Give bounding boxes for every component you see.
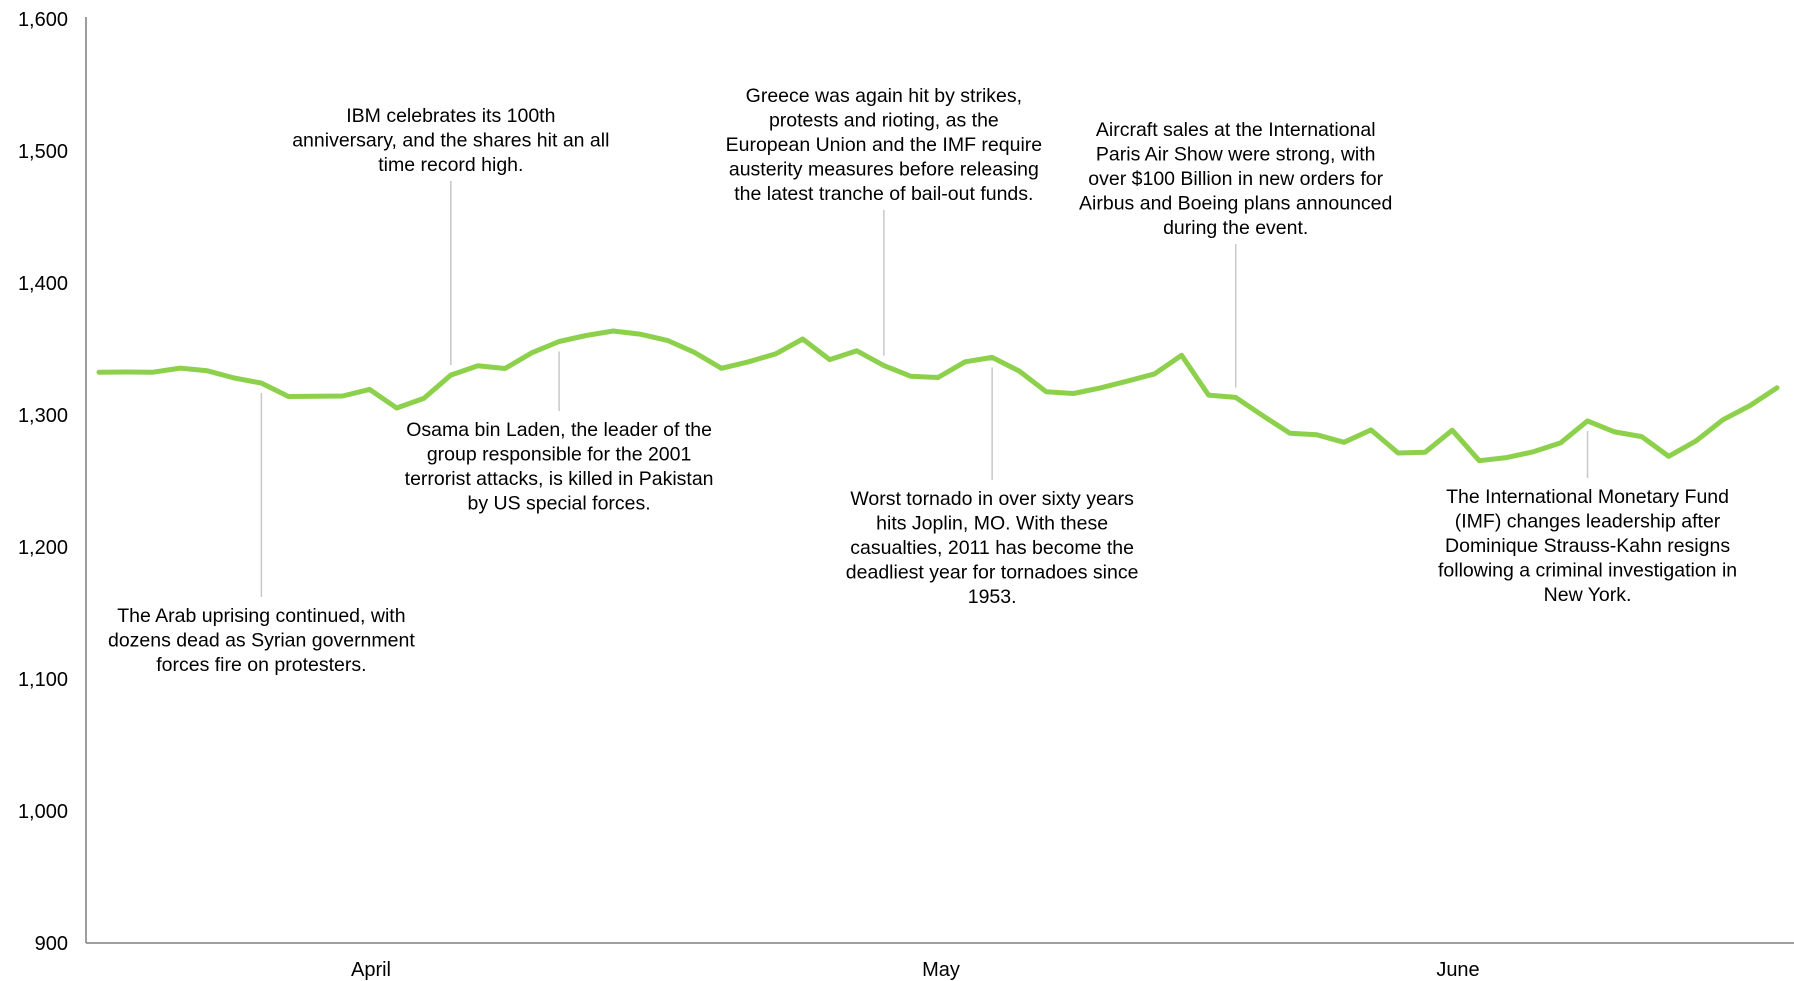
annotation-line: Dominique Strauss-Kahn resigns xyxy=(1445,535,1730,557)
annotation-line: (IMF) changes leadership after xyxy=(1455,511,1721,533)
y-tick-label: 1,300 xyxy=(18,405,68,427)
series-line xyxy=(96,328,1780,464)
annotation-line: IBM celebrates its 100th xyxy=(346,105,555,127)
annotation-line: Paris Air Show were strong, with xyxy=(1096,144,1376,166)
annotation-line: 1953. xyxy=(968,586,1017,608)
annotation-label: The Arab uprising continued, with dozens … xyxy=(108,605,415,676)
y-tick-label: 900 xyxy=(35,933,68,955)
x-tick-labels: April May June xyxy=(351,959,1480,981)
annotations: The Arab uprising continued, with dozens … xyxy=(108,85,1737,676)
x-tick-label-may: May xyxy=(922,959,960,981)
y-tick-label: 1,100 xyxy=(18,669,68,691)
annotation-label: Osama bin Laden, the leader of the group … xyxy=(405,419,714,515)
annotation-label: Greece was again hit by strikes, protests… xyxy=(726,85,1043,205)
x-tick-label-june: June xyxy=(1436,959,1479,981)
annotation-line: over $100 Billion in new orders for xyxy=(1088,168,1383,190)
annotation-line: during the event. xyxy=(1163,217,1308,239)
annotation-line: Greece was again hit by strikes, xyxy=(746,85,1022,107)
annotation-line: the latest tranche of bail-out funds. xyxy=(734,183,1033,205)
annotation-line: Airbus and Boeing plans announced xyxy=(1079,193,1392,215)
x-tick-label-april: April xyxy=(351,959,391,981)
annotation-label: The International Monetary Fund (IMF) cha… xyxy=(1438,486,1737,606)
y-tick-label: 1,400 xyxy=(18,273,68,295)
y-tick-label: 1,600 xyxy=(18,9,68,31)
annotation-line: dozens dead as Syrian government xyxy=(108,630,415,652)
annotation-line: terrorist attacks, is killed in Pakistan xyxy=(405,468,714,490)
annotation-line: casualties, 2011 has become the xyxy=(850,537,1134,559)
annotation-line: by US special forces. xyxy=(468,493,651,515)
annotation-line: austerity measures before releasing xyxy=(729,159,1039,181)
annotation-line: forces fire on protesters. xyxy=(156,654,366,676)
y-tick-label: 1,500 xyxy=(18,141,68,163)
annotation-line: deadliest year for tornadoes since xyxy=(846,562,1139,584)
annotation-line: hits Joplin, MO. With these xyxy=(876,513,1108,535)
annotation-line: group responsible for the 2001 xyxy=(427,444,692,466)
y-tick-label: 1,200 xyxy=(18,537,68,559)
y-tick-labels: 1,600 1,500 1,400 1,300 1,200 1,100 1,000 900 xyxy=(18,9,68,955)
annotation-line: time record high. xyxy=(378,154,523,176)
annotation-line: following a criminal investigation in xyxy=(1438,560,1737,582)
annotation-line: anniversary, and the shares hit an all xyxy=(292,130,609,152)
annotation-label: Aircraft sales at the International Paris… xyxy=(1079,119,1392,239)
annotation-line: European Union and the IMF require xyxy=(726,134,1043,156)
annotation-line: Aircraft sales at the International xyxy=(1096,119,1376,141)
annotation-line: The International Monetary Fund xyxy=(1446,486,1729,508)
y-tick-label: 1,000 xyxy=(18,801,68,823)
annotation-line: Osama bin Laden, the leader of the xyxy=(406,419,712,441)
annotation-line: The Arab uprising continued, with xyxy=(117,605,405,627)
annotation-line: New York. xyxy=(1544,584,1632,606)
annotation-line: Worst tornado in over sixty years xyxy=(850,488,1134,510)
annotation-leader-lines xyxy=(260,181,1589,597)
annotation-label: IBM celebrates its 100th anniversary, and… xyxy=(292,105,609,176)
annotation-line: protests and rioting, as the xyxy=(769,110,999,132)
annotation-label: Worst tornado in over sixty years hits Jo… xyxy=(846,488,1139,608)
